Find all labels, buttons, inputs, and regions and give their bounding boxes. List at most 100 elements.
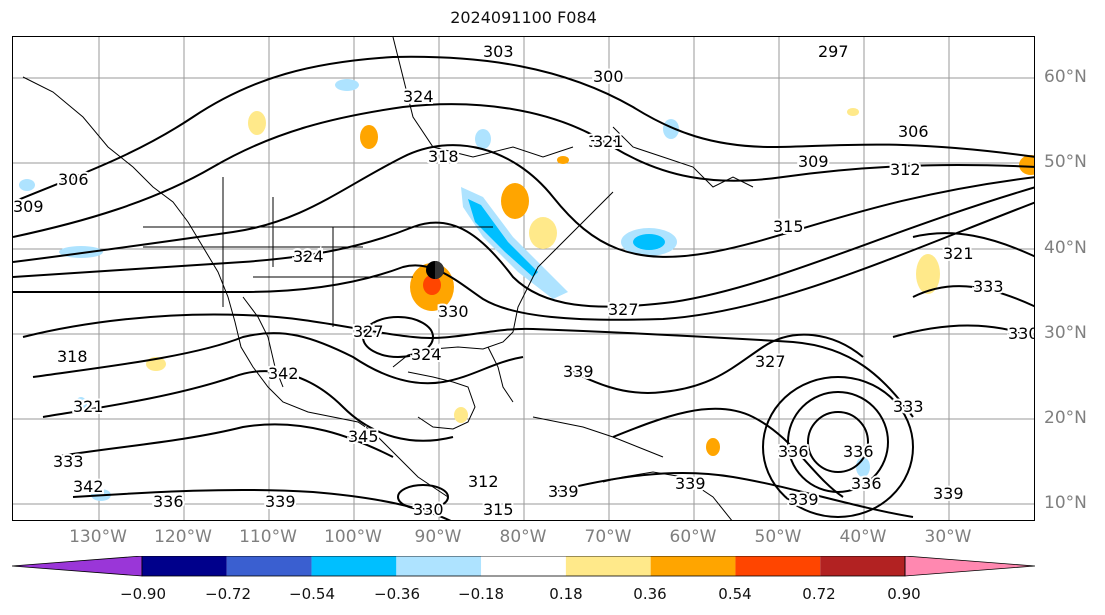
colorbar-tick-label: −0.72 xyxy=(205,585,251,603)
contour-label: 333 xyxy=(973,277,1004,296)
lon-label: 130°W xyxy=(69,527,127,547)
contour-label: 345 xyxy=(348,427,379,446)
contour-label: 303 xyxy=(483,42,514,61)
contour-label: 339 xyxy=(563,362,594,381)
contour-label: 321 xyxy=(593,132,624,151)
colorbar-tick-label: 0.72 xyxy=(802,585,836,603)
contour-label: 315 xyxy=(483,500,514,519)
colorbar-segment xyxy=(481,556,566,576)
shade-patch xyxy=(916,254,940,294)
colorbar-tick-label: −0.90 xyxy=(120,585,166,603)
contour-label: 312 xyxy=(468,472,499,491)
shade-patch xyxy=(633,234,665,250)
contour-label: 318 xyxy=(588,132,619,151)
lon-label: 70°W xyxy=(584,527,632,547)
contour-label: 327 xyxy=(608,300,639,319)
contour-label: 339 xyxy=(265,492,296,511)
contour-label: 330 xyxy=(1008,324,1035,343)
lat-label: 50°N xyxy=(1044,152,1087,172)
shade-patch xyxy=(663,119,679,139)
shade-patch xyxy=(475,129,491,149)
contour-label: 330 xyxy=(438,302,469,321)
shade-patch xyxy=(335,79,359,91)
contour-label: 297 xyxy=(818,42,849,61)
contour-line xyxy=(13,201,1034,321)
shade-patch xyxy=(75,397,87,413)
colorbar-tick-label: −0.36 xyxy=(374,585,420,603)
contour-label: 318 xyxy=(57,347,88,366)
map-svg: 303 300 297 306 309 312 315 318 321 324 … xyxy=(13,37,1035,520)
contour-line xyxy=(807,411,869,473)
shade-patch xyxy=(847,108,859,116)
shading-positive xyxy=(146,108,1034,456)
lon-label: 100°W xyxy=(324,527,382,547)
colorbar xyxy=(12,556,1035,577)
contour-line xyxy=(72,488,452,520)
contour-label: 324 xyxy=(411,345,442,364)
lon-label: 30°W xyxy=(924,527,972,547)
contour-line xyxy=(892,232,1034,338)
contour-label: 327 xyxy=(353,322,384,341)
contour-label: 306 xyxy=(58,170,89,189)
shade-patch xyxy=(248,111,266,135)
lon-label: 60°W xyxy=(669,527,717,547)
lat-label: 30°N xyxy=(1044,323,1087,343)
colorbar-segment xyxy=(820,556,905,576)
lon-label: 90°W xyxy=(414,527,462,547)
contour-label: 342 xyxy=(268,364,299,383)
contour-label: 306 xyxy=(898,122,929,141)
contour-labels: 303 300 297 306 309 312 315 318 321 324 … xyxy=(13,40,1035,520)
lon-label: 50°W xyxy=(754,527,802,547)
contour-line xyxy=(13,144,1034,263)
contour-label: 339 xyxy=(933,484,964,503)
contour-label: 330 xyxy=(413,500,444,519)
colorbar-segment xyxy=(142,556,227,576)
contour-line xyxy=(397,484,449,510)
contour-label: 336 xyxy=(843,442,874,461)
contour-label: 315 xyxy=(773,217,804,236)
contour-label: 300 xyxy=(593,67,624,86)
colorbar-tick-label: 0.18 xyxy=(549,585,583,603)
shade-patch xyxy=(501,183,529,219)
shade-patch xyxy=(468,199,538,277)
map-panel: 303 300 297 306 309 312 315 318 321 324 … xyxy=(12,36,1035,521)
contour-label: 324 xyxy=(403,87,434,106)
contour-label: 309 xyxy=(13,197,44,216)
colorbar-extend-left xyxy=(12,556,143,577)
colorbar-frame xyxy=(141,556,906,577)
graticule xyxy=(13,37,1034,520)
lat-label: 20°N xyxy=(1044,408,1087,428)
coastlines xyxy=(22,37,754,520)
colorbar-tick-label: −0.18 xyxy=(458,585,504,603)
colorbar-segment xyxy=(735,556,821,576)
colorbar-tick-label: 0.54 xyxy=(718,585,752,603)
colorbar-segment xyxy=(565,556,651,576)
contour-line xyxy=(562,333,864,394)
colorbar-tick-label: 0.90 xyxy=(887,585,921,603)
contour-label: 336 xyxy=(153,492,184,511)
contour-line xyxy=(787,391,889,493)
colorbar-extend-right xyxy=(904,556,1035,577)
shade-patch xyxy=(529,217,557,249)
shading-negative xyxy=(19,79,870,501)
height-contours xyxy=(13,55,1034,520)
contour-label: 339 xyxy=(548,482,579,501)
colorbar-tick-label: 0.36 xyxy=(633,585,667,603)
contour-line xyxy=(13,55,1034,203)
contour-label: 309 xyxy=(798,152,829,171)
contour-label: 333 xyxy=(893,397,924,416)
contour-label: 321 xyxy=(943,244,974,263)
map-title: 2024091100 F084 xyxy=(450,8,597,27)
colorbar-segment xyxy=(311,556,397,576)
contour-line xyxy=(52,423,394,458)
shade-patch xyxy=(557,156,569,164)
colorbar-segment xyxy=(396,556,482,576)
shade-patch xyxy=(360,125,378,149)
colorbar-tick-label: −0.54 xyxy=(289,585,335,603)
lon-label: 40°W xyxy=(839,527,887,547)
lon-label: 80°W xyxy=(499,527,547,547)
contour-label: 321 xyxy=(73,397,104,416)
contour-line xyxy=(22,313,914,418)
shade-patch xyxy=(706,438,720,456)
contour-label: 336 xyxy=(778,442,809,461)
